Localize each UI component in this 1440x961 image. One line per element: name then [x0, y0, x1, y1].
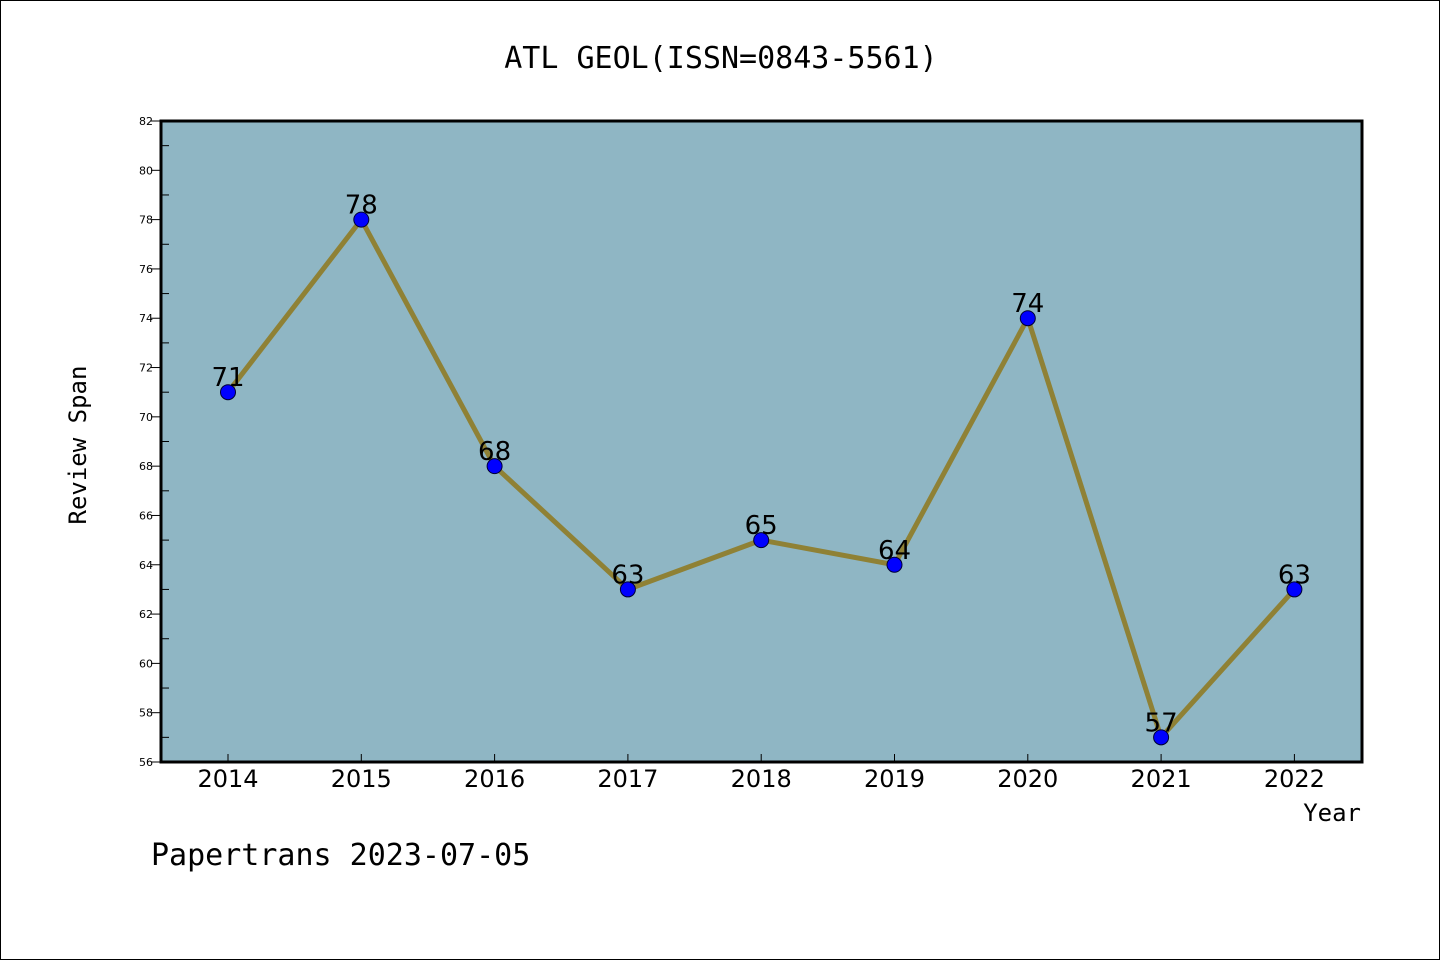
x-axis-label: Year — [1303, 799, 1361, 827]
data-label: 74 — [1011, 289, 1044, 319]
x-tick-label: 2017 — [597, 765, 658, 793]
y-tick-label: 78 — [139, 214, 153, 227]
y-axis-label: Review Span — [64, 366, 92, 525]
y-tick-label: 72 — [139, 362, 153, 375]
data-point — [619, 581, 636, 598]
data-label: 63 — [611, 560, 644, 590]
x-tick-label: 2014 — [197, 765, 258, 793]
data-label: 78 — [345, 191, 378, 221]
data-point — [220, 384, 236, 401]
y-tick-label: 66 — [139, 509, 153, 522]
data-point — [1153, 729, 1170, 746]
data-label: 68 — [478, 437, 511, 467]
series-review-span — [220, 211, 1303, 746]
y-tick-label: 68 — [139, 460, 153, 473]
data-point — [1019, 310, 1036, 327]
x-tick-label: 2018 — [731, 765, 792, 793]
data-label: 57 — [1145, 708, 1178, 738]
data-point — [486, 458, 503, 475]
x-tick-label: 2019 — [864, 765, 925, 793]
data-label: 64 — [878, 536, 911, 566]
x-tick-label: 2021 — [1131, 765, 1192, 793]
data-labels: 71 78 68 63 65 64 74 57 63 — [211, 191, 1310, 739]
y-tick-label: 80 — [139, 164, 153, 177]
y-axis-ticks: 56 58 60 62 64 66 68 70 72 74 76 78 80 82 — [139, 115, 169, 769]
y-tick-label: 64 — [139, 559, 153, 572]
y-tick-label: 76 — [139, 263, 153, 276]
x-tick-label: 2015 — [331, 765, 392, 793]
data-point — [753, 532, 770, 549]
data-label: 65 — [745, 511, 778, 541]
y-tick-label: 74 — [139, 312, 153, 325]
data-point — [353, 211, 370, 228]
watermark-text: Papertrans 2023-07-05 — [151, 838, 530, 873]
data-point — [886, 556, 903, 573]
plot-area — [161, 121, 1362, 762]
y-tick-label: 62 — [139, 608, 153, 621]
y-tick-label: 56 — [139, 756, 153, 769]
y-tick-label: 60 — [139, 657, 153, 670]
data-label: 63 — [1278, 560, 1311, 590]
data-label: 71 — [211, 363, 244, 393]
x-tick-label: 2022 — [1264, 765, 1325, 793]
x-axis-ticks: 2014 2015 2016 2017 2018 2019 2020 2021 2022 — [197, 754, 1325, 793]
x-tick-label: 2020 — [997, 765, 1058, 793]
y-tick-label: 58 — [139, 707, 153, 720]
chart-title: ATL GEOL(ISSN=0843-5561) — [504, 41, 937, 76]
data-point — [1286, 581, 1303, 598]
x-tick-label: 2016 — [464, 765, 525, 793]
y-tick-label: 82 — [139, 115, 153, 128]
plot-border — [159, 119, 1364, 764]
y-tick-label: 70 — [139, 411, 153, 424]
